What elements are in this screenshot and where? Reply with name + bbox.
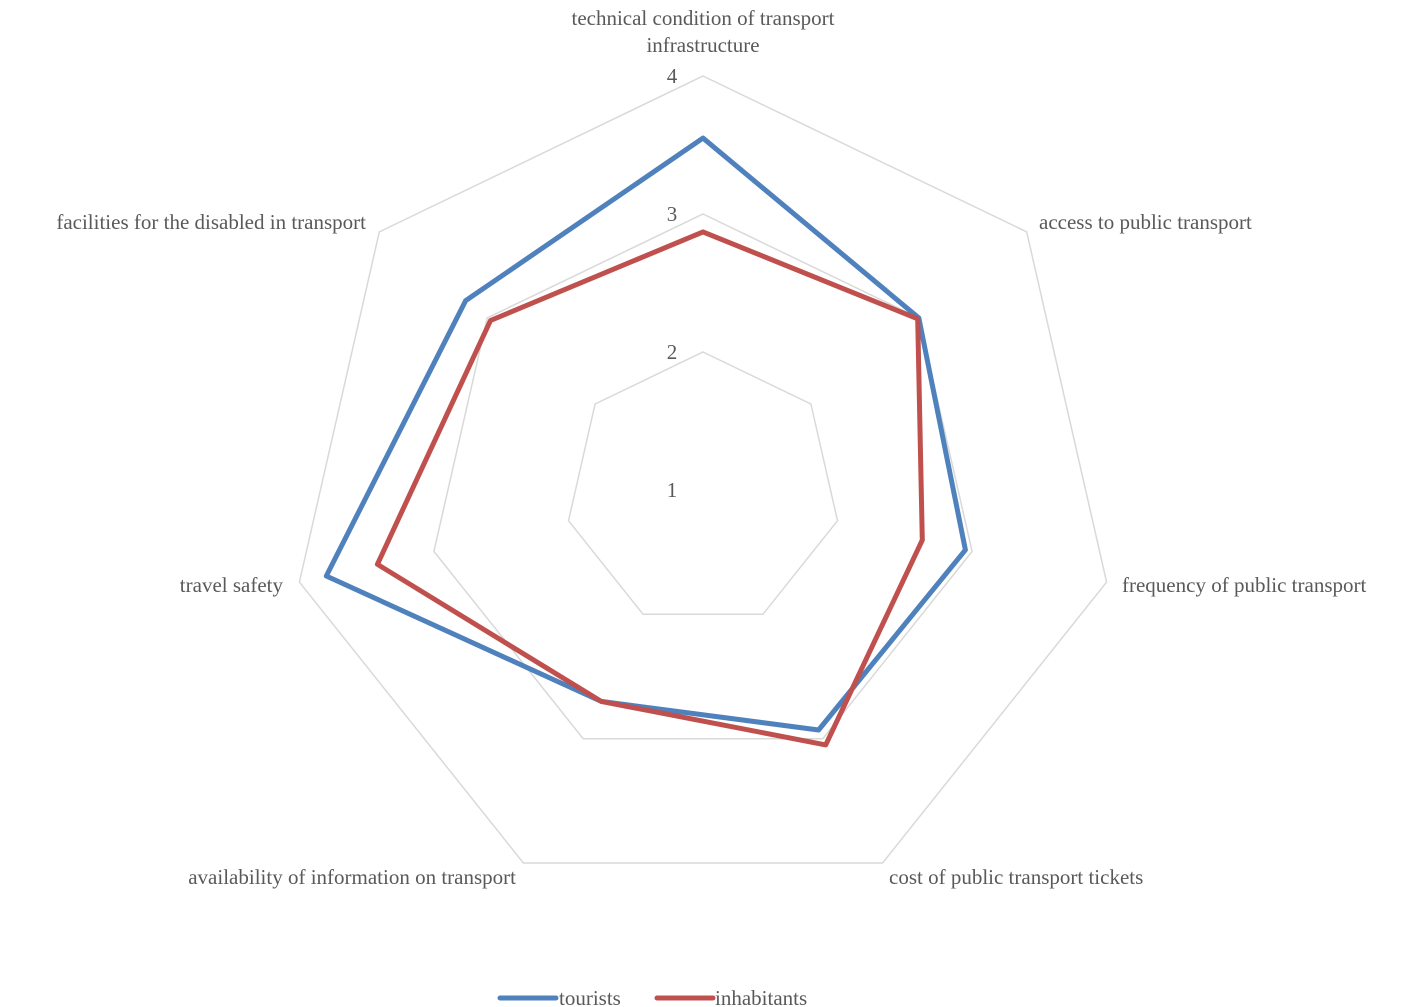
category-label-6: facilities for the disabled in transport [56, 210, 366, 234]
legend-label-tourists: tourists [559, 986, 621, 1007]
series-line-inhabitants [374, 229, 925, 748]
category-label-0: technical condition of transport infrastr… [571, 6, 834, 57]
legend: tourists inhabitants [497, 986, 807, 1007]
grid-ring-2 [567, 351, 839, 616]
tick-label-3: 3 [667, 202, 678, 226]
category-labels: technical condition of transport infrastr… [56, 6, 1366, 889]
category-label-4: availability of information on transport [188, 865, 516, 889]
category-label-5: travel safety [180, 573, 284, 597]
tick-label-2: 2 [667, 340, 678, 364]
grid-ring-4 [298, 75, 1108, 864]
series-lines [323, 135, 968, 748]
category-label-2: frequency of public transport [1122, 573, 1366, 597]
tick-label-4: 4 [667, 64, 678, 88]
tick-label-1: 1 [667, 478, 678, 502]
legend-label-inhabitants: inhabitants [715, 986, 807, 1007]
radial-axis-ticks: 1 2 3 4 [667, 64, 678, 502]
series-line-tourists [323, 135, 968, 733]
category-label-3: cost of public transport tickets [889, 865, 1143, 889]
category-label-1: access to public transport [1039, 210, 1252, 234]
